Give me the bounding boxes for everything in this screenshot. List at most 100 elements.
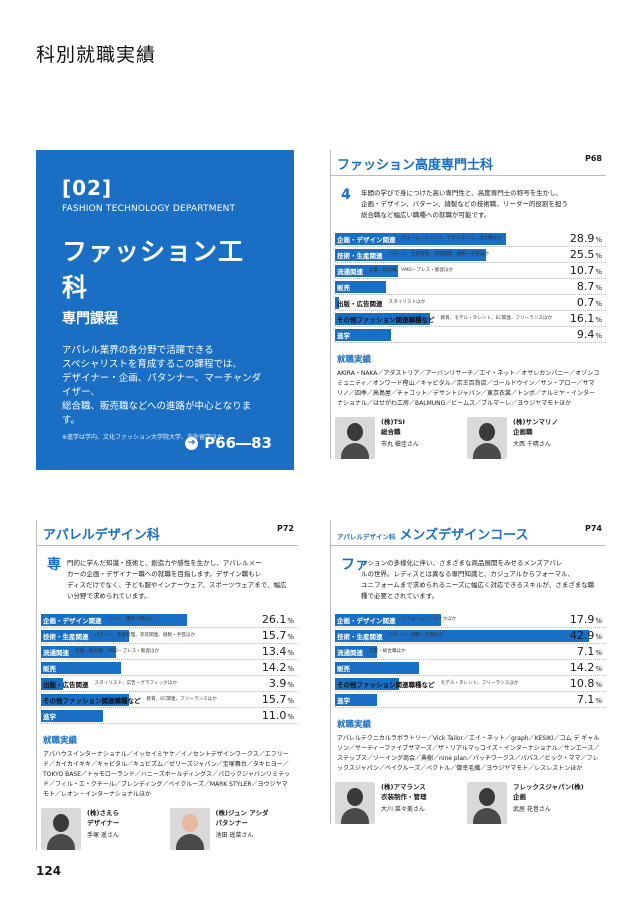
stat-label: 進学 — [43, 713, 56, 721]
graduate-info: (株)さえら デザイナー 手塚 遥さん — [87, 808, 119, 841]
intro-line: カーの企画・デザイナー職への就職を目指します。デザイン職もレ — [67, 570, 262, 578]
employment-stats: 企画・デザイン関連 ヴォーム・リメイク、テキスタイル、注文服ほか 28.9% 技… — [335, 231, 606, 343]
stat-label: 流通関連 — [43, 649, 69, 657]
graduate-photo — [467, 417, 507, 459]
stat-value: 42.9% — [570, 629, 602, 642]
stat-detail: 教育、モデル・タレント、EC関連、フリーランスほか — [440, 316, 553, 321]
stat-number: 3.9 — [268, 677, 287, 690]
stat-value: 9.4% — [577, 328, 602, 341]
stat-detail: パターン、縫製・手芸ほか — [388, 633, 444, 638]
stat-row: 技術・生産関連 パターン、縫製・手芸ほか 42.9% — [335, 628, 606, 644]
drop-cap: ファ — [341, 557, 369, 573]
course-name: アパレルデザイン科 — [43, 528, 160, 543]
stat-detail: スタイリストほか — [388, 300, 426, 305]
course-panel: アパレルデザイン科 メンズデザインコース P74 ファ ッションの多様化に伴い、さ… — [330, 520, 606, 824]
percent-unit: % — [287, 697, 294, 705]
stat-detail: パターン、生産管理、衣装関連、縫製・手芸ほか — [388, 252, 490, 257]
graduate-role: 総合職 — [381, 428, 401, 436]
intro-line: 門的に学んだ知識・技術と、創造力や感性を生かし、アパレルメー — [67, 559, 262, 567]
stat-bar — [335, 678, 399, 690]
stat-row: 出版・広告関連 スタイリストほか 0.7% — [335, 295, 606, 311]
stat-value: 14.2% — [262, 661, 294, 674]
stat-label: 出版・広告関連 — [337, 300, 383, 308]
stat-value: 3.9% — [269, 677, 294, 690]
department-description: アパレル業界の各分野で活躍できる スペシャリストを育成するこの課程では、 デザイ… — [62, 344, 268, 428]
desc-line: アパレル業界の各分野で活躍できる — [62, 345, 214, 356]
percent-unit: % — [595, 617, 602, 625]
graduate-photo — [335, 782, 375, 824]
stat-number: 14.2 — [569, 661, 595, 674]
page-reference: ➔ P66―83 — [185, 434, 272, 452]
panel-header: アパレルデザイン科 メンズデザインコース P74 — [331, 520, 606, 546]
intro-line: ディスだけでなく、子ども服やインナーウェア、スポーツウェアまで、幅広い分野で求め… — [67, 581, 287, 600]
stat-value: 7.1% — [577, 693, 602, 706]
stat-row: 流通関連 営業・総合職ほか 7.1% — [335, 644, 606, 660]
percent-unit: % — [595, 236, 602, 244]
employment-stats: 企画・デザイン関連 ニット、服飾小物ほか 26.1% 技術・生産関連 パターン、… — [41, 612, 298, 724]
stat-detail: パターン、生産管理、衣装関連、縫製・手芸ほか — [94, 633, 196, 638]
department-subtitle: 専門課程 — [62, 311, 118, 327]
stat-label: 進学 — [337, 697, 350, 705]
stat-label: 技術・生産関連 — [43, 633, 89, 641]
course-panel: アパレルデザイン科 P72 専 門的に学んだ知識・技術と、創造力や感性を生かし、… — [36, 520, 298, 850]
stat-row: 出版・広告関連 スタイリスト、広告・グラフィックほか 3.9% — [41, 676, 298, 692]
stat-row: 企画・デザイン関連 リフォーム・リメイクほか 17.9% — [335, 612, 606, 628]
stat-label: 出版・広告関連 — [43, 681, 89, 689]
graduate-info: (株)アマランス 衣装制作・管理 大川 菜々美さん — [381, 782, 427, 815]
stat-row: その他ファッション関連職種など モデル・タレント、フリーランスほか 10.8% — [335, 676, 606, 692]
intro-line: ルの世界。レディスとは異なる専門知識と、カジュアルからフォーマル、 — [361, 570, 575, 578]
graduate-name: 大川 菜々美さん — [381, 806, 425, 813]
percent-unit: % — [595, 633, 602, 641]
course-intro: 4 年間の学びで身につけた高い専門性と、高度専門士の称号を生かし、 企画・デザイ… — [331, 176, 606, 221]
graduate-profile: (株)さえら デザイナー 手塚 遥さん — [41, 808, 170, 850]
stat-bar — [41, 678, 63, 690]
course-intro: 専 門的に学んだ知識・技術と、創造力や感性を生かし、アパレルメー カーの企画・デ… — [37, 546, 298, 602]
percent-unit: % — [595, 649, 602, 657]
graduate-profile: (株)ジュン アシダ パタンナー 池田 遥菜さん — [169, 808, 299, 850]
stat-detail: 営業・総合職ほか — [369, 649, 406, 654]
drop-cap: 4 — [341, 187, 351, 203]
graduate-role: 企画 — [513, 793, 526, 801]
stat-label: 進学 — [337, 332, 350, 340]
intro-line: 年間の学びで身につけた高い専門性と、高度専門士の称号を生かし、 — [361, 189, 563, 197]
stat-value: 16.1% — [570, 312, 602, 325]
stat-bar — [41, 646, 117, 658]
department-english-name: FASHION TECHNOLOGY DEPARTMENT — [62, 204, 236, 214]
stat-number: 10.8 — [569, 677, 595, 690]
graduate-info: フレックスジャパン(株) 企画 武居 花音さん — [513, 782, 584, 815]
stat-bar — [335, 233, 506, 245]
stat-row: 技術・生産関連 パターン、生産管理、衣装関連、縫製・手芸ほか 15.7% — [41, 628, 298, 644]
percent-unit: % — [595, 300, 602, 308]
stat-row: 技術・生産関連 パターン、生産管理、衣装関連、縫製・手芸ほか 25.5% — [335, 247, 606, 263]
stat-label: 技術・生産関連 — [337, 633, 383, 641]
stat-detail: ヴォーム・リメイク、テキスタイル、注文服ほか — [401, 236, 502, 241]
graduate-photo — [169, 808, 210, 850]
percent-unit: % — [287, 633, 294, 641]
stat-bar — [335, 265, 399, 277]
stat-row: その他ファッション関連職種など 教育、EC関連、フリーランスほか 15.7% — [41, 692, 298, 708]
stat-number: 7.1 — [576, 693, 595, 706]
stat-detail: 営業・総合職、VMD・プレス・販促ほか — [369, 268, 454, 273]
stat-bar — [41, 614, 188, 626]
stat-label: 流通関連 — [337, 649, 363, 657]
stat-bar — [335, 313, 431, 325]
department-hero: [02] FASHION TECHNOLOGY DEPARTMENT ファッショ… — [36, 150, 294, 470]
course-name: メンズデザインコース — [399, 528, 529, 543]
stat-value: 14.2% — [570, 661, 602, 674]
course-title: ファッション高度専門士科 — [337, 154, 493, 173]
percent-unit: % — [595, 332, 602, 340]
percent-unit: % — [595, 284, 602, 292]
stat-number: 15.7 — [261, 693, 287, 706]
stat-bar — [335, 614, 441, 626]
percent-unit: % — [595, 268, 602, 276]
stat-label: 企画・デザイン関連 — [43, 617, 102, 625]
stat-bar — [335, 646, 377, 658]
stat-bar — [335, 630, 589, 642]
graduate-info: (株)サンマリノ 企画職 大西 千晴さん — [513, 417, 558, 450]
percent-unit: % — [595, 316, 602, 324]
stat-label: 企画・デザイン関連 — [337, 617, 396, 625]
stat-detail: モデル・タレント、フリーランスほか — [440, 681, 519, 686]
graduate-profiles: (株)さえら デザイナー 手塚 遥さん (株)ジュン アシダ パタンナー 池田 … — [41, 808, 298, 850]
stat-bar — [41, 662, 121, 674]
stat-label: 販売 — [337, 284, 350, 292]
